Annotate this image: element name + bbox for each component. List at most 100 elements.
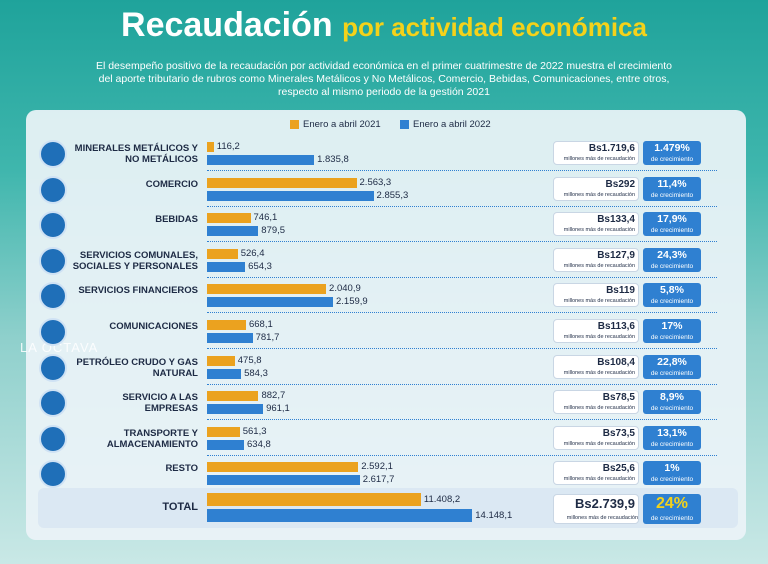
category-label: COMUNICACIONES — [109, 321, 198, 332]
value-label: 654,3 — [248, 260, 272, 272]
value-label: 2.040,9 — [329, 283, 361, 295]
growth-note: de crecimiento — [650, 440, 694, 448]
increase-box — [553, 354, 639, 379]
category-icon — [39, 424, 67, 453]
increase-value: Bs133,4 — [597, 214, 635, 226]
increase-value: Bs25,6 — [602, 463, 635, 475]
growth-note: de crecimiento — [650, 369, 694, 377]
growth-value: 11,4% — [657, 177, 687, 190]
category-icon — [39, 318, 67, 346]
growth-note: de crecimiento — [650, 191, 694, 199]
bar — [207, 190, 374, 201]
increase-value: Bs113,6 — [597, 321, 635, 332]
value-label: 526,4 — [240, 247, 265, 259]
value-label: 879,5 — [261, 225, 286, 237]
value-label: 634,8 — [247, 438, 271, 450]
bar — [207, 248, 238, 259]
growth-value: 1% — [664, 462, 680, 475]
growth-value: 8,9% — [660, 391, 684, 404]
growth-note: de crecimiento — [650, 298, 694, 306]
value-label: 2.563,3 — [359, 176, 392, 188]
bar — [207, 213, 251, 224]
watermark: LA OCTAVA — [20, 340, 99, 355]
growth-box — [643, 212, 701, 237]
bar — [207, 261, 246, 272]
row-separator — [207, 419, 717, 421]
total-bar — [207, 509, 473, 522]
total-value-label: 14.148,1 — [475, 510, 513, 521]
increase-box — [553, 390, 639, 415]
total-bar — [207, 493, 421, 506]
bar — [207, 462, 359, 473]
growth-box — [643, 141, 701, 165]
total-label: TOTAL — [162, 501, 198, 513]
increase-value: Bs108,4 — [597, 356, 635, 368]
growth-value: 24% — [655, 495, 689, 512]
increase-value: Bs119 — [606, 285, 635, 297]
increase-note: millones más de recaudación — [563, 334, 635, 340]
bar — [207, 368, 242, 379]
value-label: 781,7 — [255, 332, 280, 343]
growth-box — [643, 425, 701, 450]
growth-note: de crecimiento — [650, 334, 694, 341]
increase-note: millones más de recaudación — [563, 156, 635, 162]
increase-value: Bs127,9 — [597, 249, 635, 261]
bar — [207, 355, 235, 366]
bar — [207, 426, 240, 437]
subtitle: El desempeño positivo de la recaudación … — [95, 60, 673, 98]
bar — [207, 177, 357, 188]
value-label: 668,1 — [248, 319, 273, 330]
legend-swatch — [400, 120, 409, 129]
row-separator — [207, 348, 717, 349]
category-label: COMERCIO — [145, 178, 198, 190]
growth-box — [643, 319, 701, 343]
bar — [207, 284, 327, 295]
increase-box — [553, 283, 639, 308]
growth-note: de crecimiento — [650, 476, 694, 484]
increase-box — [553, 461, 639, 486]
category-label: BEBIDAS — [155, 214, 198, 226]
increase-box — [553, 494, 639, 524]
category-label: TRANSPORTE Y ALMACENAMIENTO — [106, 427, 198, 450]
growth-box — [643, 494, 701, 524]
increase-value: Bs1.719,6 — [588, 143, 635, 154]
category-icon — [39, 460, 67, 489]
category-label: MINERALES METÁLICOS Y NO METÁLICOS — [74, 143, 198, 165]
category-icon — [39, 175, 67, 204]
category-icon — [39, 282, 67, 311]
row-separator — [207, 170, 717, 171]
value-label: 1.835,8 — [317, 154, 349, 165]
value-label: 2.592,1 — [361, 461, 393, 473]
growth-box — [643, 247, 701, 272]
category-icon — [39, 140, 67, 168]
growth-box — [643, 461, 701, 486]
value-label: 961,1 — [266, 403, 290, 415]
category-label: RESTO — [165, 463, 198, 475]
growth-note: de crecimiento — [650, 227, 694, 235]
bar — [207, 320, 246, 330]
value-label: 475,8 — [237, 354, 262, 366]
legend-label: Enero a abril 2021 — [303, 119, 381, 130]
category-label: PETRÓLEO CRUDO Y GAS NATURAL — [76, 356, 198, 379]
category-icon — [39, 389, 67, 418]
row-separator — [207, 205, 717, 207]
increase-note: millones más de recaudación — [566, 515, 638, 521]
value-label: 116,2 — [216, 141, 240, 152]
increase-note: millones más de recaudación — [563, 227, 635, 234]
category-icon — [39, 211, 67, 240]
value-label: 746,1 — [253, 212, 278, 224]
increase-note: millones más de recaudación — [563, 191, 635, 198]
increase-value: Bs78,5 — [602, 392, 635, 404]
growth-box — [643, 176, 701, 201]
growth-value: 5,8% — [660, 284, 684, 297]
increase-box — [553, 176, 639, 201]
increase-value: Bs292 — [605, 178, 635, 190]
increase-note: millones más de recaudación — [563, 476, 635, 483]
bar — [207, 333, 253, 343]
growth-value: 17% — [661, 320, 683, 332]
growth-value: 13,1% — [657, 426, 687, 439]
value-label: 561,3 — [242, 425, 267, 437]
growth-box — [643, 354, 701, 379]
growth-value: 22,8% — [657, 355, 687, 368]
value-label: 882,7 — [261, 390, 286, 402]
